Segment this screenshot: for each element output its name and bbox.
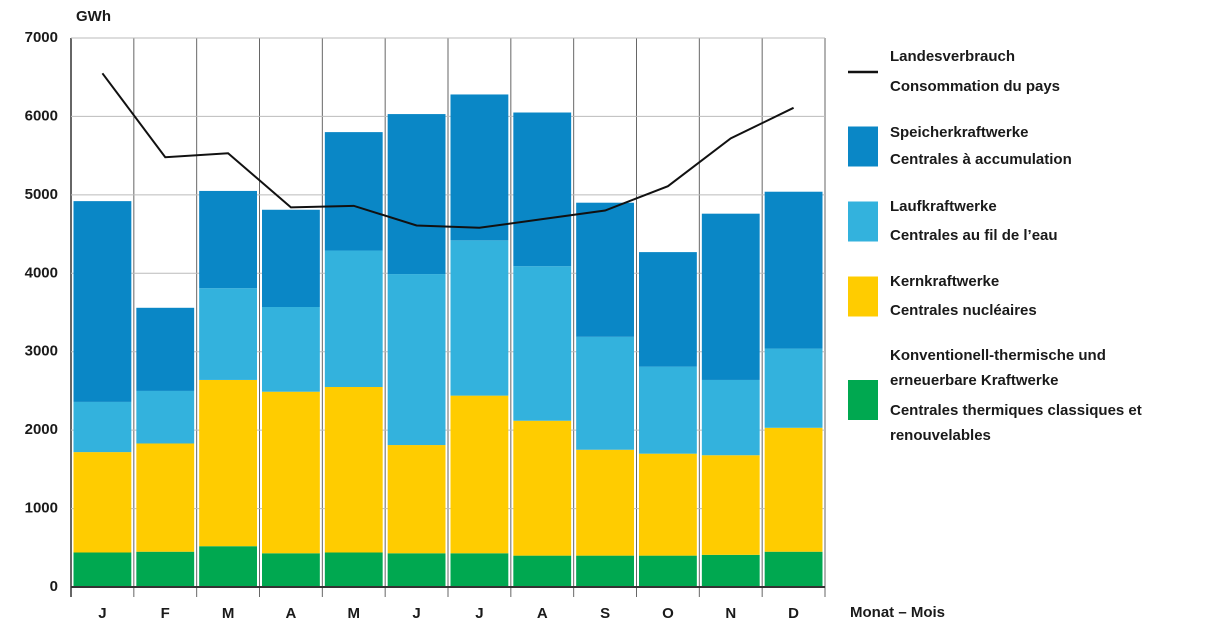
legend-label: erneuerbare Kraftwerke (890, 372, 1058, 389)
legend-label: Centrales à accumulation (890, 151, 1072, 168)
bar-segment (513, 266, 572, 421)
legend-label: Konventionell-thermische und (890, 347, 1106, 364)
bar-segment (450, 240, 509, 396)
bar-segment (324, 552, 383, 587)
bar-segment (576, 449, 634, 556)
bar-segment (73, 552, 132, 587)
bar-segment (450, 395, 509, 554)
legend-swatch (848, 126, 878, 167)
x-tick-label: O (662, 605, 674, 622)
bar-segment (701, 379, 760, 456)
bar-segment (199, 190, 257, 289)
x-tick-label: F (161, 605, 170, 622)
line-series (101, 72, 795, 229)
bar-segment (387, 553, 446, 587)
x-tick-label: S (600, 605, 610, 622)
x-tick-label: J (412, 605, 420, 622)
legend-label: Consommation du pays (890, 78, 1060, 95)
y-tick-label: 7000 (25, 29, 58, 46)
x-axis-label: Monat – Mois (850, 604, 945, 621)
bar-segment (73, 452, 132, 553)
y-tick-label: 6000 (25, 107, 58, 124)
x-tick-label: D (788, 605, 799, 622)
bar-segment (387, 274, 446, 446)
bar-segment (324, 250, 383, 388)
legend-label: Kernkraftwerke (890, 273, 999, 290)
legend-label: Landesverbrauch (890, 48, 1015, 65)
bar-segment (764, 348, 823, 428)
bar-segment (73, 201, 132, 402)
bar-segment (639, 366, 697, 454)
bar-segment (262, 307, 320, 392)
bar-segment (513, 420, 572, 556)
x-tick-label: J (475, 605, 483, 622)
x-tick-label: A (285, 605, 296, 622)
bar-segment (639, 453, 697, 556)
bar-segment (324, 132, 383, 251)
bar-segment (387, 114, 446, 275)
bar-segment (701, 213, 760, 380)
y-tick-label: 5000 (25, 186, 58, 203)
bar-segment (764, 427, 823, 552)
bar-segment (701, 554, 760, 587)
legend-label: Centrales nucléaires (890, 302, 1037, 319)
bar-segment (576, 336, 634, 450)
legend-label: Centrales thermiques classiques et (890, 402, 1142, 419)
bar-segment (701, 455, 760, 555)
x-tick-label: A (537, 605, 548, 622)
bar-segment (136, 390, 195, 444)
bar-segment (199, 379, 257, 547)
bar-segment (639, 555, 697, 587)
y-tick-label: 0 (50, 578, 58, 595)
legend-label: Speicherkraftwerke (890, 124, 1028, 141)
bar-segment (513, 555, 572, 587)
y-tick-label: 2000 (25, 421, 58, 438)
y-tick-label: 3000 (25, 343, 58, 360)
bar-segment (136, 551, 195, 587)
bar-segment (639, 252, 697, 367)
bar-segment (136, 307, 195, 391)
bar-segment (199, 288, 257, 380)
y-tick-label: 4000 (25, 264, 58, 281)
bar-segment (199, 546, 257, 587)
legend-label: Centrales au fil de l’eau (890, 227, 1058, 244)
legend-label: renouvelables (890, 427, 991, 444)
bar-segment (262, 553, 320, 587)
legend-swatch (848, 276, 878, 317)
bar-segment (262, 209, 320, 308)
bar-segment (73, 401, 132, 453)
bar-segment (324, 387, 383, 553)
y-axis-label: GWh (76, 8, 111, 25)
bar-segment (764, 191, 823, 349)
bar-segment (450, 94, 509, 241)
bar-segment (262, 391, 320, 554)
legend-swatch (848, 201, 878, 242)
legend-swatch (848, 380, 878, 420)
bar-segment (576, 555, 634, 587)
x-tick-label: J (98, 605, 106, 622)
bar-segment (576, 202, 634, 337)
bar-segment (450, 553, 509, 587)
x-tick-label: N (725, 605, 736, 622)
y-tick-label: 1000 (25, 500, 58, 517)
x-tick-label: M (348, 605, 361, 622)
x-tick-label: M (222, 605, 235, 622)
bar-segment (764, 551, 823, 587)
bar-segment (513, 112, 572, 267)
legend-label: Laufkraftwerke (890, 198, 997, 215)
bar-segment (136, 443, 195, 552)
bar-segment (387, 445, 446, 554)
